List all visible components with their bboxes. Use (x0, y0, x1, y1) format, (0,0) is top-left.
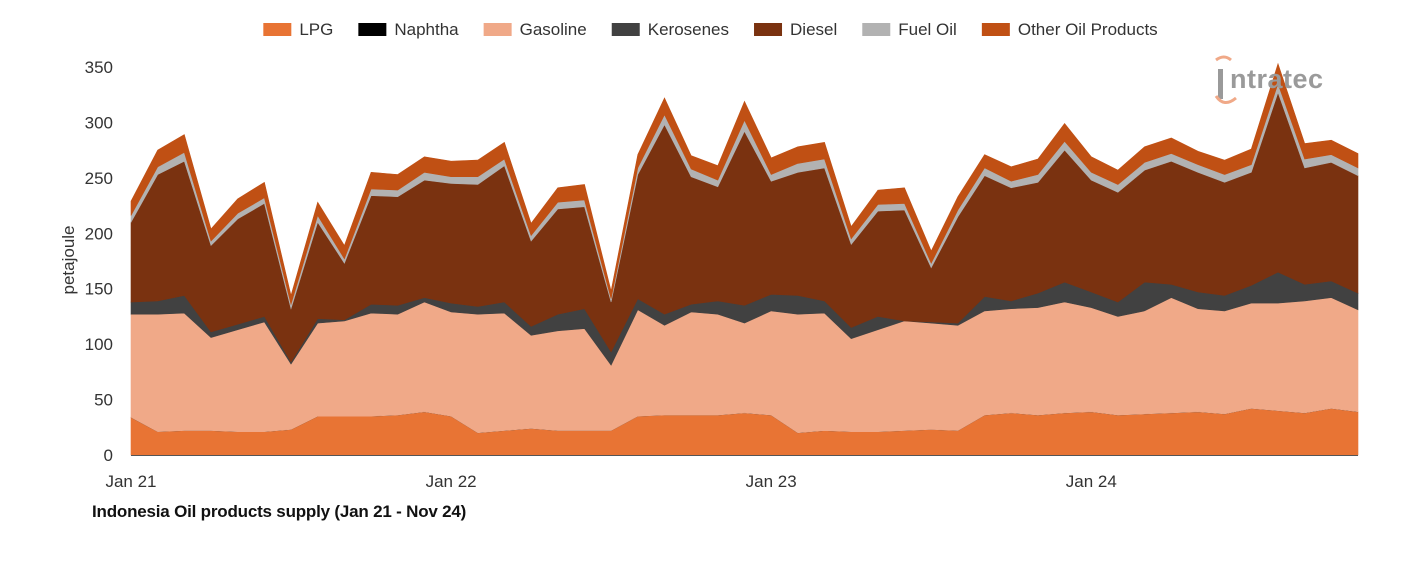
y-tick-label: 350 (85, 58, 113, 77)
legend: LPG Naphtha Gasoline Kerosenes Diesel Fuel Oi… (263, 20, 1158, 39)
legend-item-diesel: Diesel (754, 20, 837, 39)
legend-swatch (483, 23, 512, 36)
y-tick-label: 200 (85, 224, 113, 243)
legend-swatch (754, 23, 783, 36)
legend-label: Diesel (790, 20, 837, 39)
logo-text: ntratec (1230, 64, 1324, 94)
stacked-areas (130, 62, 1359, 456)
legend-label: LPG (299, 20, 333, 39)
legend-item-lpg: LPG (263, 20, 333, 39)
legend-label: Fuel Oil (898, 20, 957, 39)
legend-label: Other Oil Products (1018, 20, 1158, 39)
intratec-logo: ntratec (1214, 55, 1324, 104)
logo-mark-icon (1214, 55, 1237, 104)
x-tick-label: Jan 21 (105, 472, 156, 491)
legend-swatch (263, 23, 292, 36)
x-tick-label: Jan 23 (746, 472, 797, 491)
legend-item-naphtha: Naphtha (358, 20, 459, 39)
y-tick-label: 50 (94, 391, 113, 410)
x-axis: Jan 21 Jan 22 Jan 23 Jan 24 (105, 455, 1358, 491)
series-area-other-oil-products (130, 62, 1359, 306)
y-axis: 0 50 100 150 200 250 300 350 (85, 58, 113, 465)
legend-item-gasoline: Gasoline (483, 20, 587, 39)
x-tick-label: Jan 24 (1066, 472, 1117, 491)
legend-item-kerosenes: Kerosenes (611, 20, 729, 39)
y-tick-label: 300 (85, 113, 113, 132)
y-tick-label: 150 (85, 280, 113, 299)
legend-label: Kerosenes (648, 20, 729, 39)
legend-item-fuel-oil: Fuel Oil (862, 20, 957, 39)
legend-item-other-oil-products: Other Oil Products (981, 20, 1158, 39)
legend-swatch (981, 23, 1010, 36)
y-axis-title: petajoule (59, 225, 78, 294)
chart-caption: Indonesia Oil products supply (Jan 21 - … (92, 502, 467, 521)
x-tick-label: Jan 22 (426, 472, 477, 491)
legend-swatch (611, 23, 640, 36)
y-tick-label: 250 (85, 169, 113, 188)
legend-swatch (862, 23, 891, 36)
legend-label: Naphtha (394, 20, 459, 39)
legend-label: Gasoline (520, 20, 587, 39)
y-tick-label: 100 (85, 335, 113, 354)
legend-swatch (358, 23, 387, 36)
y-tick-label: 0 (104, 446, 113, 465)
